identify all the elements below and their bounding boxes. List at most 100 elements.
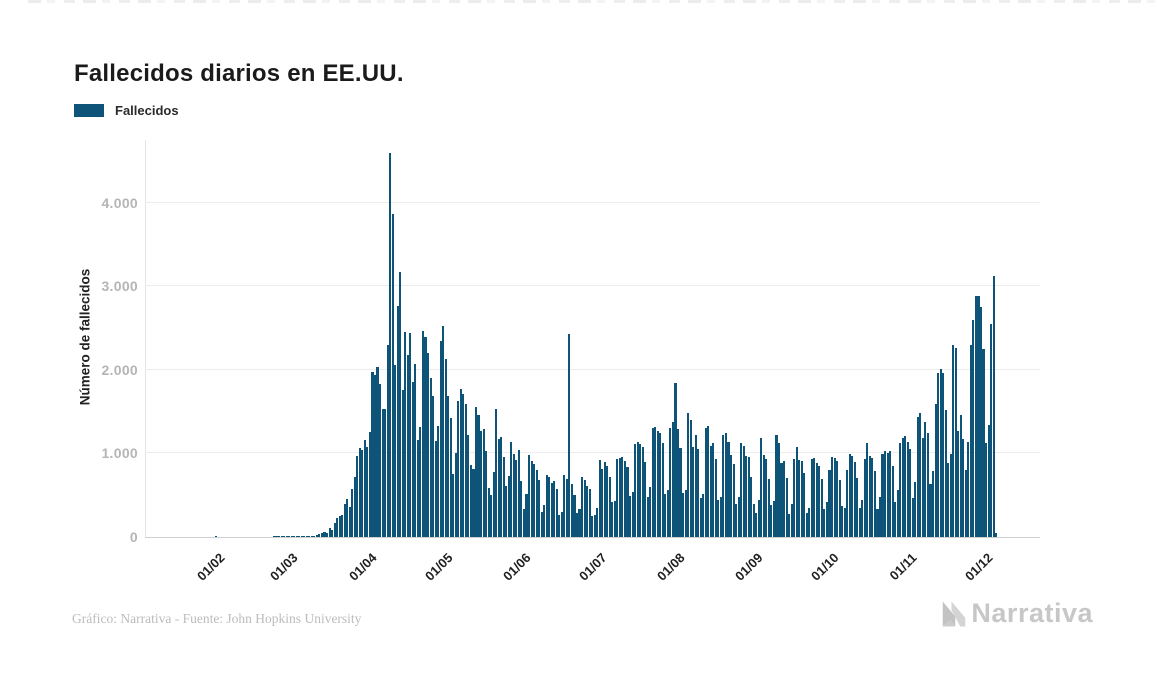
- bar: [969, 344, 972, 537]
- bar: [325, 532, 329, 537]
- bar: [684, 490, 687, 537]
- bar: [310, 536, 313, 537]
- bar: [654, 426, 657, 537]
- bar: [550, 482, 553, 537]
- bar: [409, 333, 412, 537]
- bar: [568, 334, 571, 537]
- y-tick-label: 2.000: [101, 361, 138, 378]
- bar: [659, 432, 662, 537]
- bar: [432, 395, 435, 537]
- bar: [732, 464, 735, 537]
- bar: [543, 504, 546, 537]
- bar: [315, 535, 318, 537]
- bar: [699, 497, 702, 537]
- bar: [709, 445, 712, 537]
- bar: [704, 428, 707, 537]
- bar: [272, 536, 276, 537]
- bar: [641, 447, 644, 537]
- bar: [942, 373, 945, 537]
- plot-area: [145, 140, 1040, 538]
- bar: [444, 359, 447, 537]
- bar: [651, 428, 654, 537]
- bar: [798, 460, 801, 537]
- bar: [477, 414, 480, 537]
- bar: [510, 442, 513, 537]
- bar: [555, 488, 558, 537]
- y-tick-label: 3.000: [101, 278, 138, 295]
- bar: [487, 487, 490, 537]
- bar: [391, 213, 394, 537]
- bar: [959, 414, 962, 537]
- bar: [570, 483, 573, 537]
- bar: [788, 514, 791, 537]
- bar: [863, 459, 866, 537]
- bar: [439, 340, 442, 537]
- gridline: [145, 368, 1040, 370]
- bar: [871, 458, 874, 537]
- bar: [661, 442, 664, 537]
- bar: [639, 444, 642, 537]
- bar: [795, 446, 798, 537]
- bar: [563, 475, 566, 537]
- bar: [346, 499, 349, 537]
- y-tick-label: 1.000: [101, 445, 138, 462]
- bar: [926, 432, 930, 537]
- bar: [482, 428, 485, 537]
- y-tick-label: 0: [129, 529, 138, 545]
- bar: [560, 512, 563, 537]
- bar: [437, 426, 440, 537]
- bar: [586, 485, 589, 537]
- bar: [886, 453, 889, 537]
- bar: [987, 424, 990, 537]
- bar: [937, 373, 940, 537]
- page-title: Fallecidos diarios en EE.UU.: [74, 60, 404, 88]
- bar: [290, 536, 293, 537]
- bar: [765, 459, 768, 537]
- bar: [565, 478, 568, 537]
- bar: [803, 473, 806, 537]
- bar: [838, 480, 841, 537]
- bar: [548, 476, 551, 537]
- bar: [949, 454, 952, 537]
- bar: [755, 512, 758, 537]
- bar: [368, 432, 371, 537]
- x-tick-label: 01/07: [575, 550, 610, 584]
- bar: [608, 476, 611, 537]
- bar: [623, 461, 627, 537]
- bar: [962, 438, 965, 537]
- bar: [490, 494, 493, 537]
- bar: [990, 324, 993, 537]
- bar: [381, 409, 384, 537]
- bar: [856, 477, 859, 537]
- bar: [689, 420, 692, 537]
- bar: [525, 494, 528, 537]
- bar: [825, 501, 829, 537]
- bar: [747, 456, 750, 537]
- bar: [858, 507, 861, 537]
- bar: [386, 344, 389, 537]
- bar: [785, 477, 788, 537]
- bar: [664, 493, 667, 537]
- bar: [366, 446, 369, 537]
- bar: [384, 408, 387, 537]
- bar: [904, 435, 907, 537]
- gridline: [145, 537, 1040, 538]
- bar: [719, 496, 722, 537]
- bar: [581, 476, 584, 537]
- bar: [846, 470, 849, 537]
- bar: [649, 486, 652, 537]
- bar: [464, 403, 467, 537]
- bar: [964, 470, 967, 537]
- bar: [712, 443, 715, 537]
- bar: [820, 479, 823, 537]
- bar: [906, 441, 909, 537]
- bar: [553, 481, 556, 537]
- bar: [805, 512, 808, 537]
- bar: [828, 470, 831, 537]
- bar: [760, 438, 763, 537]
- bar: [694, 435, 697, 537]
- bar: [343, 503, 346, 537]
- bar: [702, 494, 705, 537]
- x-tick-label: 01/06: [499, 550, 534, 584]
- bar: [454, 452, 457, 537]
